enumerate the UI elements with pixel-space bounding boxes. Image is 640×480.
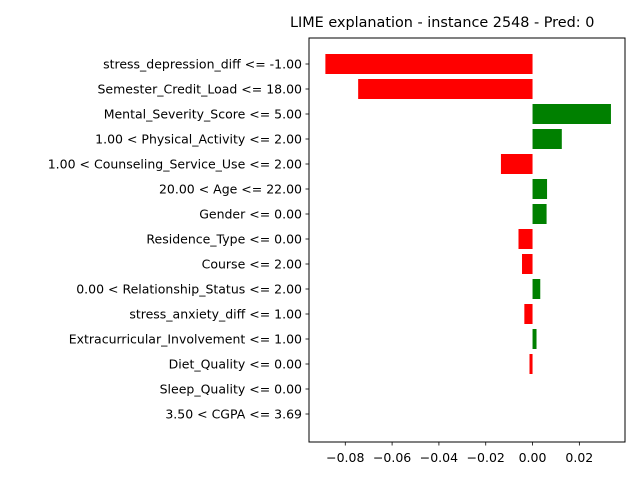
bar-10 [524,304,533,324]
chart-title: LIME explanation - instance 2548 - Pred:… [290,15,594,31]
x-tick-label-4: 0.00 [519,450,547,465]
x-tick-label-3: −0.02 [467,450,505,465]
y-tick-label-1: Semester_Credit_Load <= 18.00 [98,82,303,97]
x-tick-label-5: 0.02 [565,450,593,465]
y-tick-label-11: Extracurricular_Involvement <= 1.00 [69,332,302,347]
x-ticks: −0.08 −0.06 −0.04 −0.02 0.00 0.02 [326,442,593,465]
y-tick-label-6: Gender <= 0.00 [199,207,302,222]
y-tick-label-2: Mental_Severity_Score <= 5.00 [104,107,302,122]
y-tick-label-8: Course <= 2.00 [202,257,302,272]
y-tick-label-7: Residence_Type <= 0.00 [146,232,302,247]
plot-frame [308,37,626,443]
x-tick-label-2: −0.04 [420,450,458,465]
bar-5 [532,179,548,199]
y-tick-label-0: stress_depression_diff <= -1.00 [103,57,302,72]
bar-0 [325,54,533,74]
bar-1 [358,79,533,99]
bars-group [325,54,611,374]
y-tick-label-4: 1.00 < Counseling_Service_Use <= 2.00 [48,157,302,172]
bar-7 [518,229,533,249]
y-tick-label-14: 3.50 < CGPA <= 3.69 [165,407,302,422]
bar-12 [529,354,533,374]
bar-3 [532,129,562,149]
y-tick-label-5: 20.00 < Age <= 22.00 [159,182,302,197]
bar-11 [532,329,537,349]
y-tick-labels: stress_depression_diff <= -1.00 Semester_… [48,57,309,422]
bar-6 [532,204,547,224]
y-tick-label-13: Sleep_Quality <= 0.00 [160,382,302,397]
y-tick-label-9: 0.00 < Relationship_Status <= 2.00 [76,282,302,297]
y-tick-label-12: Diet_Quality <= 0.00 [169,357,302,372]
x-tick-label-0: −0.08 [326,450,364,465]
bar-2 [532,104,611,124]
y-tick-label-10: stress_anxiety_diff <= 1.00 [129,307,302,322]
bar-9 [532,279,541,299]
bar-8 [522,254,533,274]
x-tick-label-1: −0.06 [373,450,411,465]
bar-4 [500,154,533,174]
y-tick-label-3: 1.00 < Physical_Activity <= 2.00 [95,132,302,147]
